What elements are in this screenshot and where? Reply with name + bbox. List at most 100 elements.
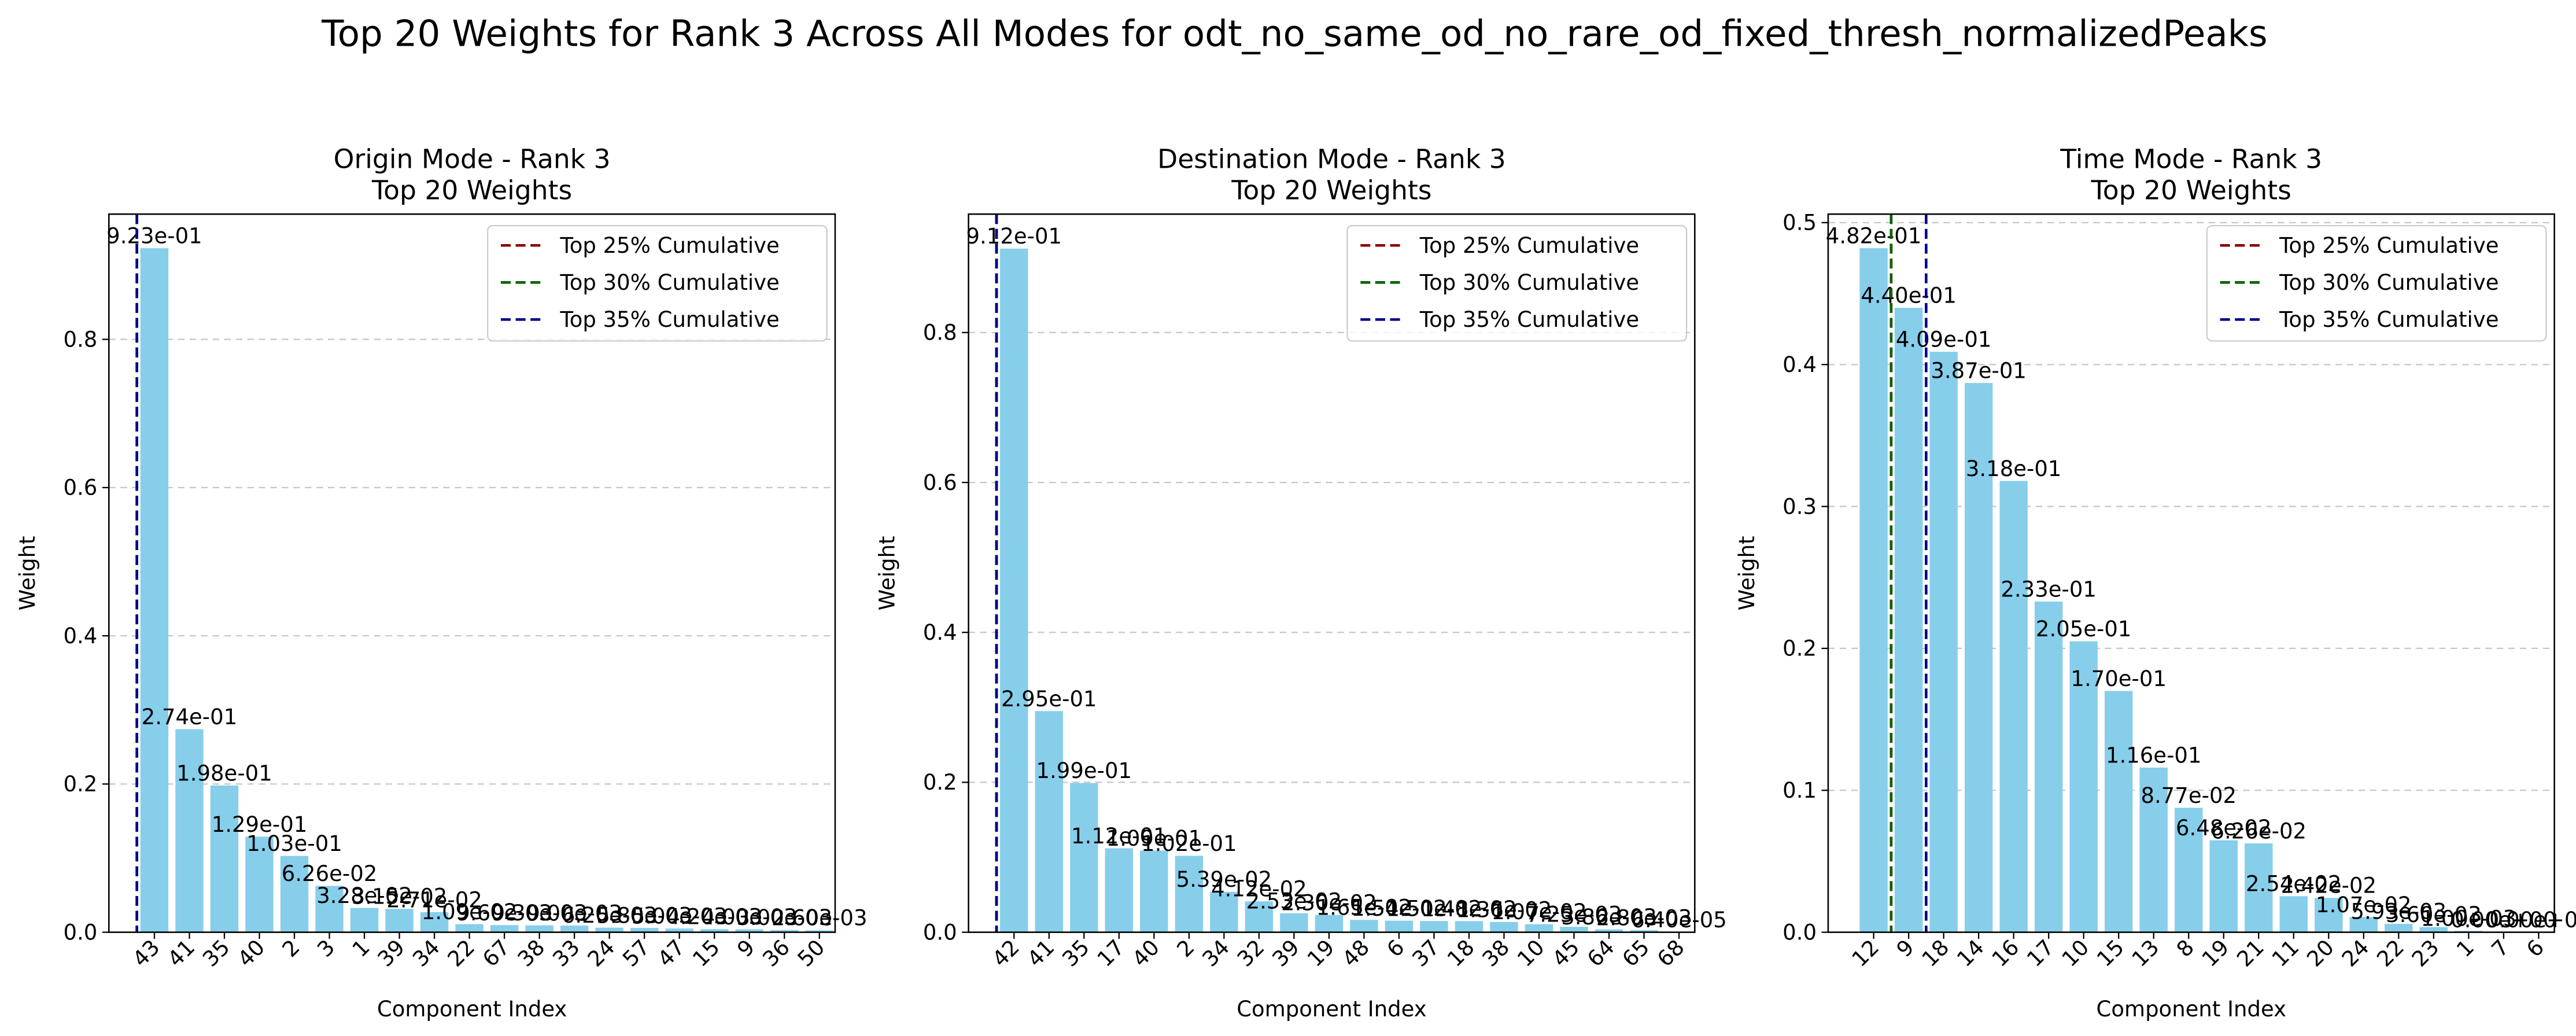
value-label: 6.40e-05 <box>1631 908 1727 932</box>
y-tick-label: 0.0 <box>64 920 98 945</box>
value-label: 4.40e-01 <box>1861 283 1957 308</box>
legend: Top 25% Cumulative Top 30% Cumulative Top … <box>1346 224 1688 342</box>
value-label: 3.18e-01 <box>1966 456 2062 481</box>
value-label: 1.16e-01 <box>2106 743 2202 768</box>
bar <box>2209 840 2238 932</box>
value-label: 1.70e-01 <box>2071 666 2167 691</box>
bar <box>2105 691 2133 932</box>
bar <box>700 929 729 932</box>
legend-label: Top 30% Cumulative <box>2279 270 2499 295</box>
value-label: 1.48e-02 <box>1421 897 1517 921</box>
bar <box>2034 601 2063 932</box>
legend: Top 25% Cumulative Top 30% Cumulative Top … <box>2206 224 2547 342</box>
bar <box>1525 924 1553 932</box>
value-label: 2.80e-03 <box>1596 905 1692 930</box>
value-label: 1.50e-02 <box>1386 897 1482 921</box>
bar <box>2279 896 2308 932</box>
value-label: 5.00e-03 <box>632 904 728 929</box>
value-label: 2.05e-01 <box>2036 617 2132 641</box>
value-label: 2.60e-03 <box>772 906 868 931</box>
value-label: 9.60e-03 <box>456 901 552 926</box>
legend-box <box>2206 224 2547 342</box>
y-tick-label: 0.8 <box>64 327 98 352</box>
y-tick-label: 0.2 <box>64 772 98 797</box>
y-tick-label: 0.0 <box>1782 920 1817 945</box>
subplot-title: Origin Mode - Rank 3 <box>334 143 611 174</box>
x-axis-label: Component Index <box>1237 997 1426 1022</box>
value-label: 2.74e-01 <box>142 705 238 729</box>
subplot-subtitle: Top 20 Weights <box>1231 175 1431 206</box>
value-label: 1.09e-02 <box>422 899 518 924</box>
bar <box>2175 808 2203 932</box>
bar <box>1630 930 1658 932</box>
bar <box>315 886 344 932</box>
value-label: 3.28e-02 <box>316 883 412 908</box>
bar <box>560 926 589 932</box>
bar <box>2139 768 2168 932</box>
value-label: 3.00e-03 <box>736 905 832 930</box>
value-label: 1.98e-01 <box>176 761 272 786</box>
bar <box>385 909 414 932</box>
legend-label: Top 30% Cumulative <box>559 270 779 295</box>
y-tick-label: 0.0 <box>923 920 957 945</box>
y-tick-label: 0.4 <box>64 624 98 648</box>
legend-label: Top 35% Cumulative <box>2279 307 2499 332</box>
value-label: 5.80e-03 <box>596 904 692 928</box>
value-label: 4.09e-01 <box>1896 327 1992 352</box>
value-label: 1.54e-02 <box>1351 896 1447 921</box>
value-label: 9.00e-03 <box>526 901 622 926</box>
bar <box>1175 856 1204 932</box>
bar <box>490 925 519 932</box>
value-label: 4.20e-03 <box>666 905 762 930</box>
bar <box>350 908 379 932</box>
bar <box>1560 927 1588 932</box>
bar <box>1894 308 1923 932</box>
subplot-subtitle: Top 20 Weights <box>2091 175 2291 206</box>
bar <box>210 785 239 932</box>
value-label: 2.33e-01 <box>2001 577 2097 602</box>
value-label: 6.20e-03 <box>562 903 658 928</box>
value-label: 1.29e-01 <box>212 812 308 837</box>
bar <box>2419 927 2448 932</box>
axes-frame <box>968 213 1696 933</box>
y-tick-label: 0.1 <box>1782 778 1817 803</box>
value-label: 4.82e-01 <box>1826 224 1922 249</box>
value-label: 1.65e-02 <box>1316 895 1412 920</box>
legend-label: Top 30% Cumulative <box>1419 270 1639 295</box>
value-label: 9.23e-01 <box>106 224 202 249</box>
subplot-title: Destination Mode - Rank 3 <box>1157 143 1506 174</box>
y-tick-label: 0.8 <box>923 320 957 345</box>
bar <box>1999 481 2028 932</box>
bar <box>1245 901 1274 932</box>
bar <box>2069 641 2098 932</box>
bar <box>1000 248 1028 932</box>
bar <box>1070 783 1098 932</box>
axes-frame <box>108 213 836 933</box>
value-label: 4.00e-03 <box>702 905 798 930</box>
value-label: 2.54e-02 <box>2246 872 2342 897</box>
y-tick-label: 0.4 <box>923 620 957 645</box>
value-label: 2.53e-02 <box>1246 888 1342 913</box>
bar <box>1350 920 1378 932</box>
value-label: 9.12e-01 <box>966 224 1062 249</box>
value-label: 1.07e-02 <box>2316 893 2412 917</box>
value-label: 3.87e-01 <box>1931 359 2027 384</box>
value-label: 2.30e-02 <box>1281 890 1377 915</box>
y-tick-label: 0.2 <box>923 770 957 795</box>
bar <box>2315 898 2343 932</box>
bar <box>1210 891 1238 932</box>
value-label: 1.12e-01 <box>1071 824 1167 849</box>
bar <box>1859 248 1888 932</box>
bar <box>1455 921 1483 932</box>
bar <box>420 912 449 932</box>
axes-frame <box>1827 213 2555 933</box>
bar <box>2245 843 2273 932</box>
legend-box <box>1346 224 1688 342</box>
legend-label: Top 25% Cumulative <box>559 233 779 258</box>
value-label: 6.26e-02 <box>2210 819 2306 843</box>
bar <box>1035 711 1064 932</box>
y-tick-label: 0.3 <box>1782 494 1817 519</box>
y-tick-label: 0.4 <box>1782 352 1817 377</box>
bar <box>245 836 274 932</box>
